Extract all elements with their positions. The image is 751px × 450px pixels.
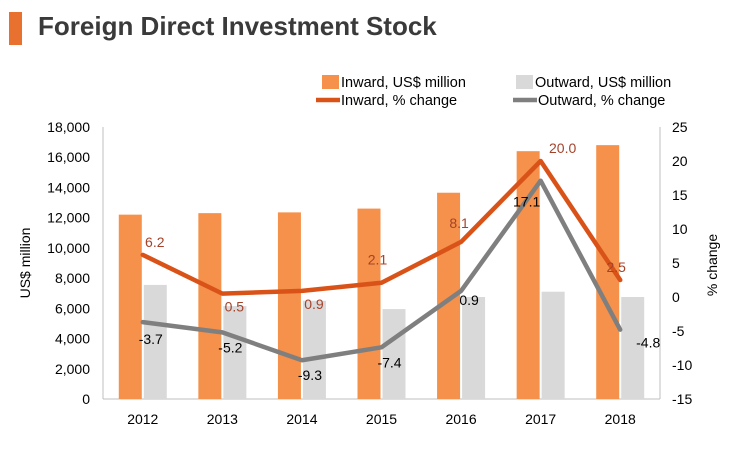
y2-axis-title: % change bbox=[704, 234, 720, 296]
x-tick-label: 2016 bbox=[445, 411, 476, 427]
legend-label: Outward, US$ million bbox=[535, 75, 671, 91]
inward-bar-2013 bbox=[198, 213, 222, 399]
y-tick-label: 6,000 bbox=[55, 300, 90, 316]
chart-title: Foreign Direct Investment Stock bbox=[38, 11, 437, 41]
outward-bar-2012 bbox=[143, 284, 167, 399]
x-tick-label: 2012 bbox=[127, 411, 158, 427]
y2-tick-label: 25 bbox=[672, 119, 688, 135]
y-tick-label: 18,000 bbox=[47, 119, 90, 135]
y-tick-label: 4,000 bbox=[55, 331, 90, 347]
y-tick-label: 2,000 bbox=[55, 361, 90, 377]
outward-pct-label: -3.7 bbox=[139, 331, 163, 347]
outward-pct-line bbox=[140, 178, 623, 363]
y-tick-label: 14,000 bbox=[47, 179, 90, 195]
y2-tick-label: 15 bbox=[672, 187, 688, 203]
y2-tick-label: -10 bbox=[672, 357, 692, 373]
x-tick-label: 2018 bbox=[605, 411, 636, 427]
x-tick-label: 2017 bbox=[525, 411, 556, 427]
legend-label: Inward, US$ million bbox=[341, 75, 466, 91]
outward-bar-2013 bbox=[223, 306, 247, 399]
outward-bar-2017 bbox=[541, 291, 565, 399]
inward-pct-label: 8.1 bbox=[449, 215, 469, 231]
inward-bar-2017 bbox=[516, 151, 540, 399]
inward-pct-label: 6.2 bbox=[145, 234, 165, 250]
legend-swatch bbox=[516, 75, 533, 89]
title-accent-bar bbox=[9, 12, 22, 45]
y-tick-label: 12,000 bbox=[47, 210, 90, 226]
outward-pct-label: 17.1 bbox=[513, 194, 540, 210]
inward-bar-2018 bbox=[596, 145, 620, 399]
inward-bar-2012 bbox=[118, 214, 142, 399]
x-tick-label: 2014 bbox=[286, 411, 317, 427]
outward-bar-2018 bbox=[621, 297, 645, 399]
outward-pct-label: -7.4 bbox=[377, 354, 401, 370]
y2-tick-label: 20 bbox=[672, 153, 688, 169]
outward-pct-label: -5.2 bbox=[218, 339, 242, 355]
y2-tick-label: -15 bbox=[672, 391, 692, 407]
outward-pct-label: -9.3 bbox=[298, 367, 322, 383]
y2-tick-label: 10 bbox=[672, 221, 688, 237]
y2-tick-label: 5 bbox=[672, 255, 680, 271]
x-tick-label: 2013 bbox=[207, 411, 238, 427]
outward-pct-label: -4.8 bbox=[636, 335, 660, 351]
outward-pct-label: 0.9 bbox=[459, 292, 479, 308]
y-tick-label: 10,000 bbox=[47, 240, 90, 256]
legend-swatch bbox=[322, 75, 339, 89]
y-tick-label: 0 bbox=[82, 391, 90, 407]
outward-bar-2016 bbox=[462, 297, 486, 399]
outward-bar-2014 bbox=[302, 300, 326, 399]
y-tick-label: 16,000 bbox=[47, 149, 90, 165]
inward-pct-label: 20.0 bbox=[549, 140, 576, 156]
inward-pct-label: 0.9 bbox=[304, 296, 324, 312]
y-tick-label: 8,000 bbox=[55, 270, 90, 286]
inward-pct-label: 2.1 bbox=[368, 252, 388, 268]
inward-pct-line bbox=[140, 158, 623, 296]
y2-tick-label: 0 bbox=[672, 289, 680, 305]
x-tick-label: 2015 bbox=[366, 411, 397, 427]
y2-tick-label: -5 bbox=[672, 323, 685, 339]
inward-pct-label: 2.5 bbox=[606, 259, 626, 275]
y-axis-title: US$ million bbox=[17, 228, 33, 299]
inward-pct-label: 0.5 bbox=[225, 299, 245, 315]
inward-bar-2015 bbox=[357, 208, 381, 399]
legend-label: Outward, % change bbox=[538, 93, 665, 109]
outward-bar-2015 bbox=[382, 309, 406, 399]
legend-label: Inward, % change bbox=[341, 93, 457, 109]
